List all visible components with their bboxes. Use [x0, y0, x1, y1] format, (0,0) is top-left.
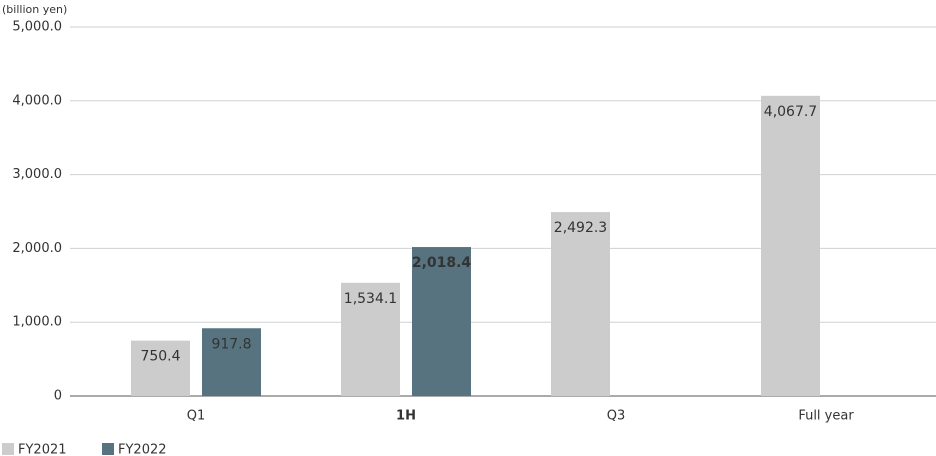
value-label: 2,018.4 [412, 255, 472, 271]
y-tick-label: 5,000.0 [12, 20, 62, 35]
x-tick-label: 1H [396, 409, 416, 424]
value-label: 2,492.3 [554, 220, 607, 236]
x-tick-label: Full year [798, 409, 854, 424]
y-tick-label: 4,000.0 [12, 93, 62, 108]
y-tick-label: 1,000.0 [12, 315, 62, 330]
legend-swatch [102, 443, 114, 455]
bar [341, 282, 400, 396]
bar [131, 340, 190, 396]
value-label: 1,534.1 [344, 291, 397, 307]
legend-label: FY2022 [118, 443, 167, 456]
bar [202, 328, 261, 396]
x-tick-label: Q3 [607, 409, 626, 424]
y-tick-label: 0 [54, 389, 62, 404]
y-axis-label: (billion yen) [2, 3, 67, 16]
value-label: 4,067.7 [764, 104, 817, 120]
bar [551, 212, 610, 396]
y-tick-label: 2,000.0 [12, 241, 62, 256]
y-tick-label: 3,000.0 [12, 167, 62, 182]
x-tick-label: Q1 [187, 409, 206, 424]
legend-label: FY2021 [18, 443, 67, 456]
bar [412, 247, 471, 396]
value-label: 750.4 [140, 349, 180, 365]
legend-swatch [2, 443, 14, 455]
bar [761, 95, 820, 396]
value-label: 917.8 [211, 336, 251, 352]
